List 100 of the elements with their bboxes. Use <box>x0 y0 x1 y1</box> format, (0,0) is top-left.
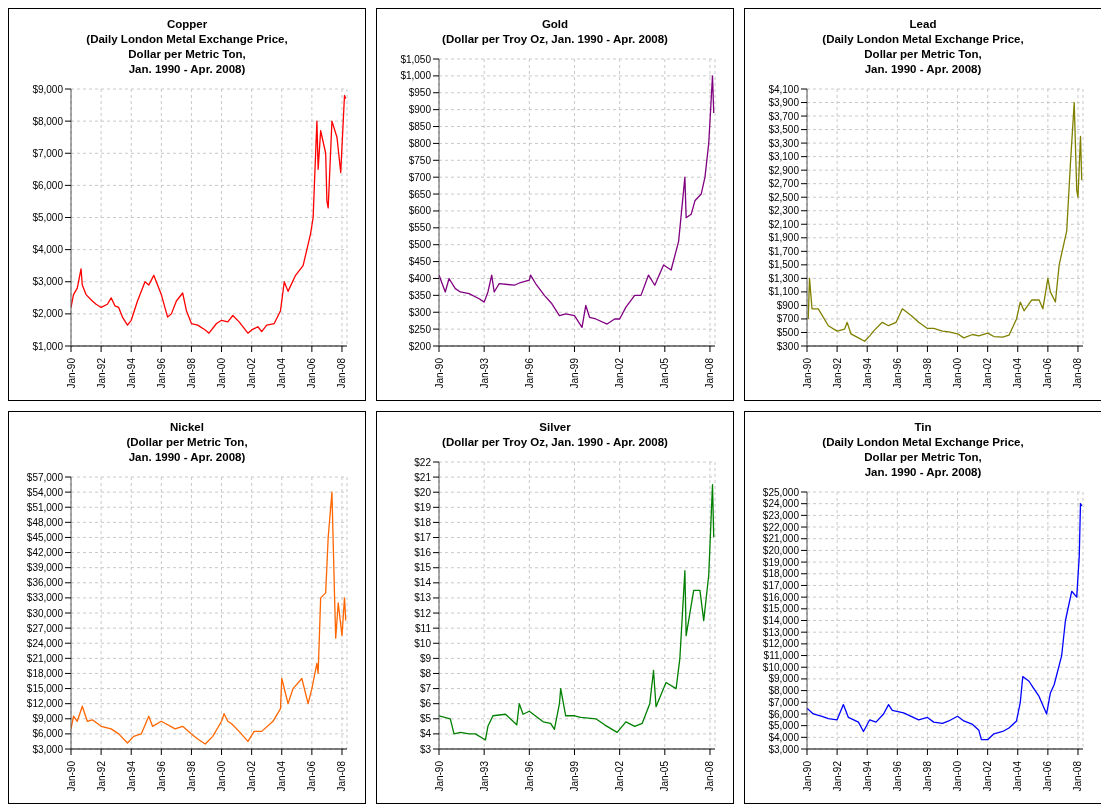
x-tick-label: Jan-96 <box>891 357 903 389</box>
y-tick-label: $36,000 <box>26 577 64 589</box>
y-tick-label: $57,000 <box>26 471 64 483</box>
y-tick-label: $22 <box>414 456 432 468</box>
y-tick-label: $300 <box>776 340 800 352</box>
y-tick-label: $2,300 <box>768 205 800 217</box>
y-tick-label: $750 <box>408 154 432 166</box>
y-tick-label: $51,000 <box>26 501 64 513</box>
y-tick-label: $9,000 <box>32 83 64 95</box>
y-tick-label: $4,000 <box>768 731 800 743</box>
x-tick-label: Jan-02 <box>246 357 258 389</box>
y-tick-label: $1,100 <box>768 286 800 298</box>
y-tick-label: $2,000 <box>32 308 64 320</box>
y-tick-label: $17 <box>414 532 432 544</box>
y-tick-label: $15 <box>414 562 432 574</box>
y-tick-label: $20,000 <box>762 544 800 556</box>
y-tick-label: $4 <box>419 728 432 740</box>
y-tick-label: $200 <box>408 340 432 352</box>
x-tick-label: Jan-08 <box>1072 357 1084 389</box>
y-tick-label: $4,000 <box>32 244 64 256</box>
x-tick-label: Jan-93 <box>478 357 490 389</box>
line-series <box>71 94 347 334</box>
y-tick-label: $350 <box>408 289 432 301</box>
x-tick-label: Jan-06 <box>306 357 318 389</box>
y-tick-label: $22,000 <box>762 521 800 533</box>
chart-title: Nickel (Dollar per Metric Ton, Jan. 1990 - Apr. 2008) <box>125 420 249 465</box>
chart-title: Lead (Daily London Metal Exchange Price, Dollar per Metric Ton, Jan. 1990 - Apr. 2008) <box>821 17 1025 77</box>
y-tick-label: $650 <box>408 188 432 200</box>
y-tick-label: $10 <box>414 637 432 649</box>
x-tick-label: Jan-92 <box>831 357 843 389</box>
y-tick-label: $6,000 <box>32 179 64 191</box>
x-tick-label: Jan-90 <box>801 357 813 389</box>
x-tick-label: Jan-98 <box>185 760 197 792</box>
x-tick-label: Jan-08 <box>704 357 716 389</box>
y-tick-label: $9 <box>419 652 432 664</box>
y-tick-label: $2,100 <box>768 218 800 230</box>
x-tick-label: Jan-98 <box>185 357 197 389</box>
chart-title: Gold (Dollar per Troy Oz, Jan. 1990 - Apr. 2008) <box>441 17 669 47</box>
x-tick-label: Jan-99 <box>568 357 580 389</box>
y-tick-label: $8 <box>419 668 432 680</box>
y-tick-label: $27,000 <box>26 622 64 634</box>
line-series <box>807 503 1083 741</box>
y-tick-label: $2,700 <box>768 178 800 190</box>
y-tick-label: $3,500 <box>768 124 800 136</box>
y-tick-label: $13 <box>414 592 432 604</box>
x-tick-label: Jan-04 <box>276 760 288 792</box>
y-tick-label: $600 <box>408 205 432 217</box>
y-tick-label: $16,000 <box>762 591 800 603</box>
y-tick-label: $19,000 <box>762 556 800 568</box>
x-tick-label: Jan-92 <box>95 760 107 792</box>
x-tick-label: Jan-92 <box>831 760 843 792</box>
y-tick-label: $42,000 <box>26 547 64 559</box>
y-tick-label: $16 <box>414 547 432 559</box>
y-tick-label: $14 <box>414 577 432 589</box>
y-tick-label: $54,000 <box>26 486 64 498</box>
y-tick-label: $5,000 <box>768 720 800 732</box>
y-tick-label: $2,500 <box>768 191 800 203</box>
x-tick-label: Jan-96 <box>523 357 535 389</box>
x-tick-label: Jan-04 <box>1012 357 1024 389</box>
x-tick-label: Jan-92 <box>95 357 107 389</box>
y-tick-label: $4,100 <box>768 83 800 95</box>
y-tick-label: $7 <box>419 683 432 695</box>
y-tick-label: $700 <box>408 171 432 183</box>
y-tick-label: $17,000 <box>762 580 800 591</box>
x-tick-label: Jan-90 <box>433 357 445 389</box>
x-tick-label: Jan-94 <box>861 760 873 792</box>
x-tick-label: Jan-00 <box>216 760 228 792</box>
x-tick-label: Jan-99 <box>568 760 580 792</box>
y-tick-label: $15,000 <box>762 603 800 615</box>
x-tick-label: Jan-93 <box>478 760 490 792</box>
y-tick-label: $12 <box>414 607 432 619</box>
x-tick-label: Jan-94 <box>125 760 137 792</box>
y-tick-label: $900 <box>408 104 432 116</box>
y-tick-label: $6,000 <box>768 708 800 720</box>
x-tick-label: Jan-98 <box>921 357 933 389</box>
x-tick-label: Jan-06 <box>1042 760 1054 792</box>
y-tick-label: $33,000 <box>26 592 64 604</box>
y-tick-label: $7,000 <box>768 696 800 708</box>
x-tick-label: Jan-96 <box>155 760 167 792</box>
x-tick-label: Jan-02 <box>614 357 626 389</box>
y-tick-label: $23,000 <box>762 509 800 521</box>
y-tick-label: $800 <box>408 137 432 149</box>
y-tick-label: $500 <box>776 327 800 339</box>
x-tick-label: Jan-00 <box>216 357 228 389</box>
y-tick-label: $1,000 <box>400 70 432 82</box>
x-tick-label: Jan-00 <box>952 760 964 792</box>
y-tick-label: $3,900 <box>768 97 800 109</box>
y-tick-label: $3,700 <box>768 110 800 122</box>
y-tick-label: $9,000 <box>32 713 64 725</box>
line-series <box>439 75 715 329</box>
y-tick-label: $21,000 <box>762 533 800 545</box>
x-tick-label: Jan-08 <box>1072 760 1084 792</box>
y-tick-label: $6,000 <box>32 728 64 740</box>
y-tick-label: $30,000 <box>26 607 64 619</box>
y-tick-label: $300 <box>408 306 432 318</box>
x-tick-label: Jan-05 <box>659 760 671 792</box>
x-tick-label: Jan-02 <box>614 760 626 792</box>
y-tick-label: $18,000 <box>762 568 800 580</box>
y-tick-label: $8,000 <box>32 115 64 127</box>
line-series <box>71 491 347 745</box>
